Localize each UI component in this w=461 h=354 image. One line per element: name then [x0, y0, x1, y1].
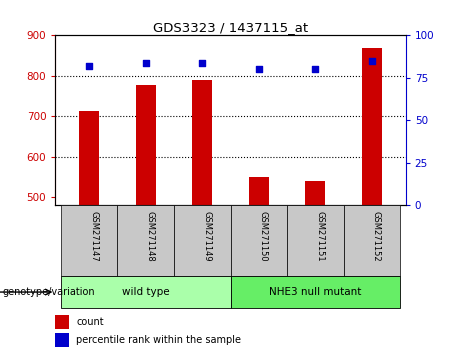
- Text: GSM271151: GSM271151: [315, 211, 324, 262]
- Text: GSM271147: GSM271147: [89, 211, 98, 262]
- Bar: [249, 177, 269, 354]
- Bar: [55, 315, 69, 329]
- Point: [199, 60, 206, 65]
- Text: GSM271148: GSM271148: [146, 211, 155, 262]
- Text: count: count: [77, 317, 104, 327]
- Text: genotype/variation: genotype/variation: [2, 287, 95, 297]
- Bar: [136, 85, 156, 354]
- Point: [255, 67, 262, 72]
- Text: GSM271150: GSM271150: [259, 211, 268, 262]
- Point: [142, 60, 149, 65]
- Bar: [61, 205, 118, 276]
- Point: [312, 67, 319, 72]
- Bar: [230, 205, 287, 276]
- Bar: [192, 80, 212, 354]
- Bar: [118, 205, 174, 276]
- Point: [368, 58, 375, 64]
- Text: percentile rank within the sample: percentile rank within the sample: [77, 335, 242, 345]
- Point: [86, 63, 93, 69]
- Bar: [230, 276, 400, 308]
- Bar: [343, 205, 400, 276]
- Bar: [61, 276, 230, 308]
- Text: GSM271152: GSM271152: [372, 211, 381, 262]
- Bar: [305, 182, 325, 354]
- Bar: [79, 111, 99, 354]
- Text: NHE3 null mutant: NHE3 null mutant: [269, 287, 361, 297]
- Text: GSM271149: GSM271149: [202, 211, 211, 262]
- Bar: [287, 205, 343, 276]
- Bar: [55, 333, 69, 347]
- Bar: [362, 48, 382, 354]
- Bar: [174, 205, 230, 276]
- Title: GDS3323 / 1437115_at: GDS3323 / 1437115_at: [153, 21, 308, 34]
- Text: wild type: wild type: [122, 287, 170, 297]
